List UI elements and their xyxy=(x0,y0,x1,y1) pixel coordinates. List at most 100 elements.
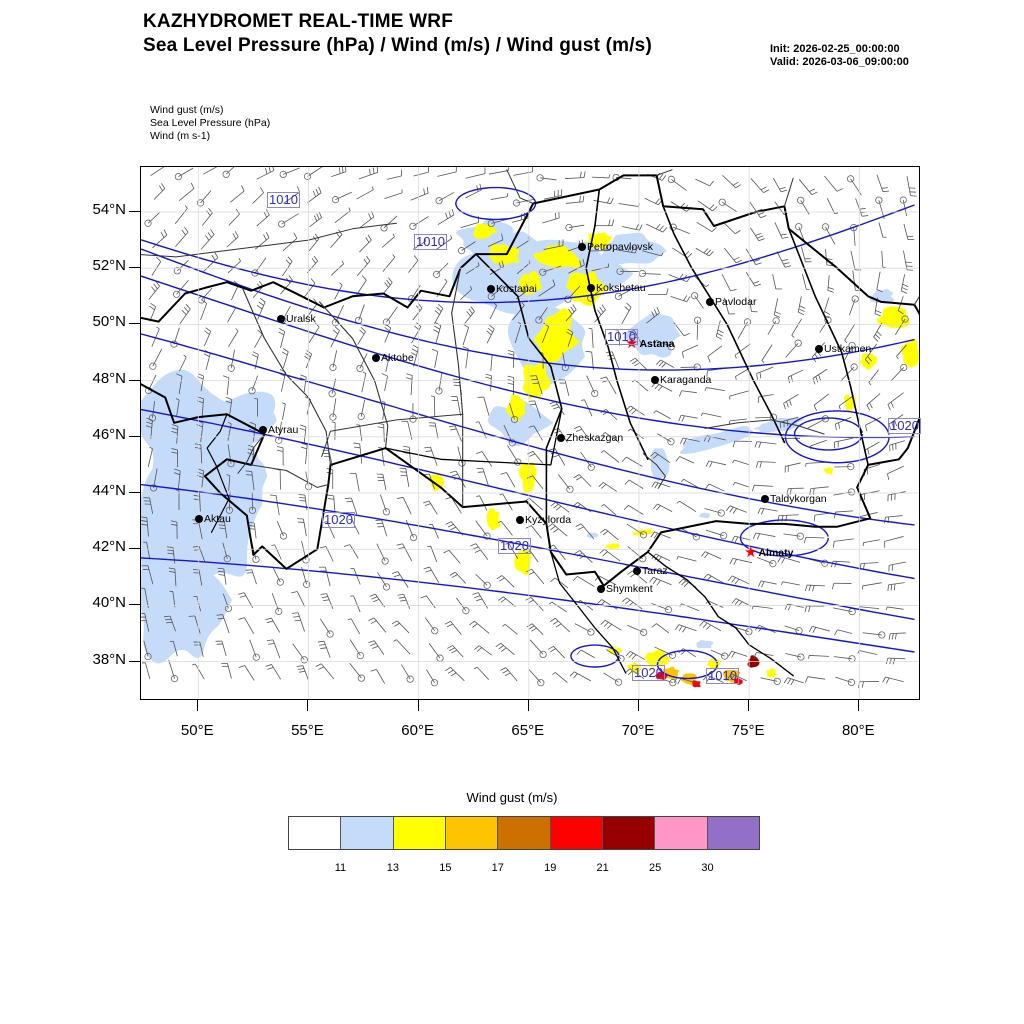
city-marker[interactable]: Aktobe xyxy=(372,352,414,364)
city-dot-icon xyxy=(597,585,605,593)
lat-tick-mark xyxy=(129,267,140,269)
city-marker[interactable]: ★ Almaty xyxy=(744,544,794,561)
city-name-label: Zheskazgan xyxy=(566,432,624,444)
page-header: KAZHYDROMET REAL-TIME WRF Sea Level Pres… xyxy=(143,10,652,58)
city-marker[interactable]: Atyrau xyxy=(259,424,298,436)
graticule-layer xyxy=(141,167,919,699)
colorbar-swatch[interactable] xyxy=(655,817,708,849)
lon-tick-mark xyxy=(858,700,860,711)
isobar-layer xyxy=(141,186,915,680)
city-marker[interactable]: Kokshetau xyxy=(587,282,646,294)
isobar-value-label: 1020 xyxy=(498,538,531,554)
city-marker[interactable]: Uralsk xyxy=(277,313,316,325)
wind-barb-layer xyxy=(141,167,917,688)
lat-tick-label: 38°N xyxy=(92,650,126,668)
colorbar[interactable] xyxy=(288,816,760,850)
lon-tick-mark xyxy=(527,700,529,711)
capital-star-icon: ★ xyxy=(625,335,639,352)
isobar-value-label: 1020 xyxy=(888,418,921,434)
city-dot-icon xyxy=(195,515,203,523)
isobar-value-label: 1020 xyxy=(632,665,665,681)
city-name-label: Taldykorgan xyxy=(770,493,827,505)
lat-tick-label: 40°N xyxy=(92,594,126,612)
colorbar-tick-label: 15 xyxy=(439,862,452,874)
page-title: KAZHYDROMET REAL-TIME WRF xyxy=(143,11,454,32)
colorbar-swatch[interactable] xyxy=(602,817,656,849)
city-marker[interactable]: Shymkent xyxy=(597,583,653,595)
lon-tick-mark xyxy=(197,700,199,711)
city-marker[interactable]: Ustkamen xyxy=(815,343,871,355)
run-timestamps: Init: 2026-02-25_00:00:00 Valid: 2026-03… xyxy=(770,43,909,69)
city-dot-icon xyxy=(372,354,380,362)
lat-tick-label: 48°N xyxy=(92,369,126,387)
city-marker[interactable]: Kostanai xyxy=(487,283,537,295)
colorbar-swatch[interactable] xyxy=(393,817,446,849)
isobar-value-label: 1010 xyxy=(267,192,300,208)
city-dot-icon xyxy=(633,567,641,575)
lat-tick-label: 46°N xyxy=(92,425,126,443)
city-name-label: Kostanai xyxy=(496,283,537,295)
colorbar-ticks: 11 13 15 17 19 21 25 30 xyxy=(288,862,760,880)
colorbar-swatch[interactable] xyxy=(498,817,551,849)
city-marker[interactable]: Karaganda xyxy=(651,374,711,386)
colorbar-swatch[interactable] xyxy=(707,817,759,849)
lon-tick-mark xyxy=(307,700,309,711)
map-canvas xyxy=(141,167,919,699)
variable-list: Wind gust (m/s) Sea Level Pressure (hPa)… xyxy=(150,104,270,143)
city-marker[interactable]: Aktau xyxy=(195,513,231,525)
lat-tick-label: 54°N xyxy=(92,200,126,218)
city-dot-icon xyxy=(706,298,714,306)
lon-tick-mark xyxy=(748,700,750,711)
city-marker[interactable]: Petropavlovsk xyxy=(578,241,653,253)
city-marker[interactable]: Zheskazgan xyxy=(557,432,623,444)
city-name-label: Aktau xyxy=(204,513,231,525)
city-dot-icon xyxy=(578,243,586,251)
city-dot-icon xyxy=(815,345,823,353)
city-dot-icon xyxy=(557,434,565,442)
city-dot-icon xyxy=(487,285,495,293)
map-frame xyxy=(140,166,920,700)
city-marker[interactable]: Kyzylorda xyxy=(516,514,571,526)
city-name-label: Kokshetau xyxy=(596,282,646,294)
city-marker[interactable]: ★ Astana xyxy=(625,335,675,352)
variable-wind-gust: Wind gust (m/s) xyxy=(150,104,224,116)
city-name-label: Atyrau xyxy=(268,424,299,436)
colorbar-swatch[interactable] xyxy=(550,817,603,849)
colorbar-swatch[interactable] xyxy=(289,817,342,849)
city-dot-icon xyxy=(587,284,595,292)
lon-tick-label: 60°E xyxy=(401,722,434,739)
lat-tick-label: 52°N xyxy=(92,257,126,275)
isobar-value-label: 1010 xyxy=(414,234,447,250)
lon-tick-label: 50°E xyxy=(180,722,214,739)
city-name-label: Pavlodar xyxy=(715,296,757,308)
colorbar-swatch[interactable] xyxy=(341,817,394,849)
colorbar-tick-label: 25 xyxy=(648,862,662,874)
city-name-label: Taraz xyxy=(642,565,668,577)
map-panel[interactable] xyxy=(140,166,920,700)
lat-tick-label: 44°N xyxy=(92,482,126,500)
city-dot-icon xyxy=(516,516,524,524)
colorbar-tick-label: 19 xyxy=(544,862,557,874)
city-name-label: Karaganda xyxy=(660,374,712,386)
city-marker[interactable]: Taraz xyxy=(633,565,668,577)
colorbar-tick-label: 11 xyxy=(334,862,347,874)
colorbar-title: Wind gust (m/s) xyxy=(466,790,558,805)
city-name-label: Astana xyxy=(639,338,675,350)
colorbar-swatch[interactable] xyxy=(445,817,499,849)
valid-timestamp: Valid: 2026-03-06_09:00:00 xyxy=(770,56,909,68)
city-name-label: Petropavlovsk xyxy=(587,241,653,253)
lat-tick-label: 50°N xyxy=(92,313,126,331)
city-dot-icon xyxy=(259,426,267,434)
lat-tick-mark xyxy=(129,604,140,606)
page-subtitle: Sea Level Pressure (hPa) / Wind (m/s) / … xyxy=(143,35,652,56)
lat-tick-mark xyxy=(129,323,140,325)
city-name-label: Ustkamen xyxy=(824,343,872,355)
city-name-label: Almaty xyxy=(758,547,794,559)
city-marker[interactable]: Pavlodar xyxy=(706,296,756,308)
lon-tick-label: 70°E xyxy=(621,722,655,739)
isobar-value-label: 1020 xyxy=(322,512,355,528)
capital-star-icon: ★ xyxy=(744,544,758,561)
lon-tick-label: 65°E xyxy=(511,722,545,739)
init-timestamp: Init: 2026-02-25_00:00:00 xyxy=(770,43,900,55)
city-marker[interactable]: Taldykorgan xyxy=(761,493,827,505)
